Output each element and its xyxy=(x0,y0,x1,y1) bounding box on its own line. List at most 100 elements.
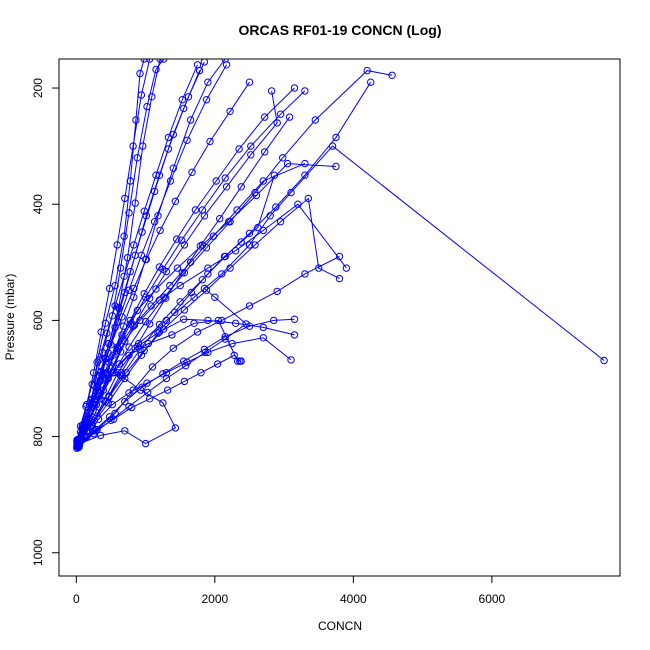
data-point xyxy=(162,267,171,276)
series-line-23 xyxy=(76,87,295,442)
data-point xyxy=(218,270,226,278)
data-point xyxy=(226,107,234,116)
data-point xyxy=(200,284,209,293)
data-point xyxy=(155,320,164,329)
data-point xyxy=(332,162,340,171)
data-point xyxy=(96,395,104,403)
data-point xyxy=(150,187,159,196)
data-point xyxy=(130,241,138,249)
data-point xyxy=(259,323,267,332)
data-point xyxy=(235,145,243,153)
data-point xyxy=(201,348,209,357)
data-point xyxy=(103,329,111,337)
data-point xyxy=(259,334,267,342)
x-tick-label: 4000 xyxy=(340,592,367,606)
data-point xyxy=(164,145,173,153)
data-point xyxy=(132,116,140,124)
data-point xyxy=(315,264,323,272)
data-point xyxy=(117,369,126,377)
x-tick-label: 0 xyxy=(73,592,80,606)
data-point xyxy=(107,341,115,349)
data-point xyxy=(273,119,281,127)
data-point xyxy=(213,360,222,368)
data-point xyxy=(146,294,154,302)
data-point xyxy=(180,241,189,249)
data-point xyxy=(169,344,178,352)
data-point xyxy=(304,194,312,203)
data-point xyxy=(101,319,110,327)
data-point xyxy=(200,212,209,220)
data-point xyxy=(290,331,299,339)
data-point xyxy=(140,207,148,215)
data-point xyxy=(140,290,148,298)
data-point xyxy=(88,380,96,388)
data-point xyxy=(311,116,319,124)
data-point xyxy=(270,171,279,179)
series-line-6 xyxy=(76,59,151,445)
data-point xyxy=(129,142,137,150)
data-point xyxy=(140,59,148,63)
data-point xyxy=(105,413,114,421)
data-point xyxy=(204,78,212,86)
data-point xyxy=(147,302,155,310)
data-point xyxy=(126,267,135,276)
data-point xyxy=(111,281,119,290)
data-point xyxy=(182,362,190,370)
data-point xyxy=(193,61,202,69)
data-point xyxy=(133,154,142,162)
series-line-21 xyxy=(77,70,393,443)
data-point xyxy=(148,363,157,371)
data-point xyxy=(143,379,151,387)
x-tick-label: 2000 xyxy=(201,592,228,606)
data-point xyxy=(204,316,212,325)
data-point xyxy=(137,91,146,99)
data-point xyxy=(222,61,231,69)
data-point xyxy=(222,183,231,191)
data-point xyxy=(600,356,608,365)
data-point xyxy=(113,343,121,351)
data-point xyxy=(301,87,309,95)
data-point xyxy=(236,357,244,365)
data-point xyxy=(138,228,146,236)
data-point xyxy=(180,357,188,365)
data-point xyxy=(123,254,132,262)
data-point xyxy=(93,412,101,420)
data-point xyxy=(131,199,139,207)
data-point xyxy=(180,315,188,323)
x-tick-label: 6000 xyxy=(479,592,506,606)
data-point xyxy=(188,168,196,177)
series-line-24 xyxy=(77,90,278,445)
data-point xyxy=(111,302,119,310)
data-point xyxy=(112,346,121,355)
data-point xyxy=(115,360,124,368)
data-point xyxy=(259,177,267,185)
y-tick-label: 800 xyxy=(31,426,45,446)
series-line-26 xyxy=(77,116,291,446)
data-point xyxy=(118,313,126,321)
data-point xyxy=(155,263,164,271)
data-point xyxy=(290,315,299,323)
data-point xyxy=(108,400,117,409)
data-point xyxy=(242,320,250,328)
data-point xyxy=(335,274,344,283)
data-point xyxy=(245,302,254,310)
series-line-28 xyxy=(76,81,250,441)
data-point xyxy=(183,136,191,145)
data-point xyxy=(164,386,172,394)
y-tick-label: 200 xyxy=(31,78,45,98)
data-point xyxy=(180,306,189,314)
data-point xyxy=(251,188,259,197)
data-point xyxy=(97,328,105,336)
series-line-5 xyxy=(78,145,605,442)
data-point xyxy=(159,59,168,63)
data-point xyxy=(287,188,295,197)
data-point xyxy=(96,369,105,377)
y-tick-label: 1000 xyxy=(31,539,45,566)
data-point xyxy=(130,284,138,293)
data-point xyxy=(342,264,351,272)
x-axis-label: CONCN xyxy=(318,619,362,633)
data-point xyxy=(95,356,103,364)
data-point xyxy=(108,312,117,320)
data-point xyxy=(221,174,229,182)
